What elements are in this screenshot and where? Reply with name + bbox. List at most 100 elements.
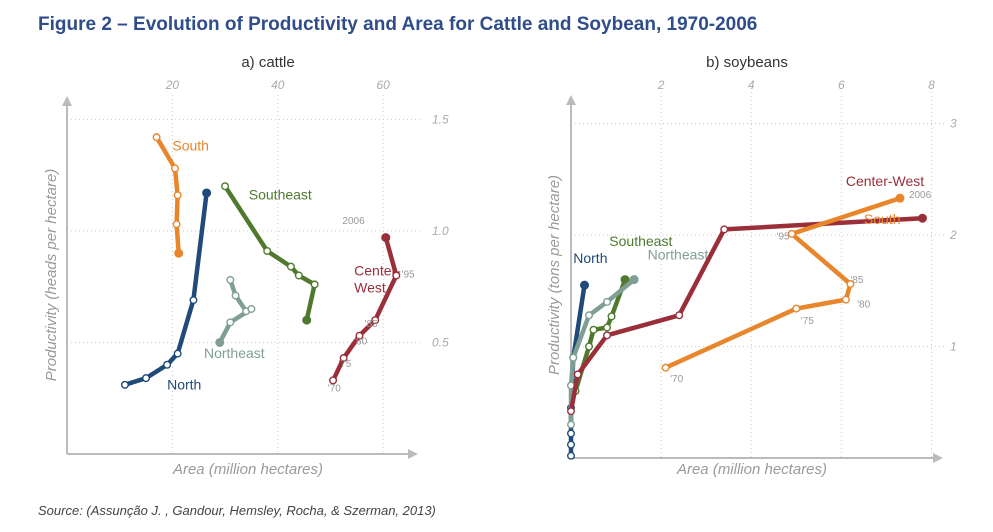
y-axis-label: Productivity (tons per hectare) [546, 175, 563, 375]
data-point-center-west [381, 233, 391, 243]
figure-title: Figure 2 – Evolution of Productivity and… [38, 14, 758, 35]
x-tick-label: 2 [657, 78, 665, 92]
series-label-north: North [573, 250, 607, 266]
series-center-west: Center-West [329, 233, 401, 385]
series-line-northeast [568, 277, 637, 427]
data-point-center-west [573, 370, 582, 379]
y-axis-arrow [62, 96, 72, 106]
data-point-center-west [371, 316, 380, 325]
data-point-southeast [286, 262, 295, 271]
x-axis-label: Area (million hectares) [676, 461, 827, 478]
series-label-center-west: Center-West [354, 263, 401, 296]
year-label: '85 [365, 319, 378, 330]
source-note: Source: (Assunção J. , Gandour, Hemsley,… [38, 503, 436, 518]
data-point-south [661, 363, 670, 372]
data-point-southeast [603, 323, 612, 332]
series-line-southeast [573, 277, 628, 394]
series-north: North [120, 188, 212, 392]
year-label: '70 [670, 374, 683, 385]
data-point-south [841, 295, 850, 304]
data-point-center-west [917, 213, 927, 223]
series-northeast: Northeast [567, 247, 708, 429]
soybean-chart: b) soybeans 2 4 6 8 1 2 3 Area (million hectares… [546, 54, 957, 478]
x-tick-label: 8 [928, 78, 935, 92]
year-label: 2006 [342, 216, 365, 227]
y-tick-label: 1.0 [432, 224, 449, 238]
data-point-northeast [569, 353, 578, 362]
data-point-southeast [607, 312, 616, 321]
data-point-center-west [675, 311, 684, 320]
panel-title: a) cattle [241, 54, 294, 71]
data-point-north [567, 429, 576, 438]
data-point-south [792, 304, 801, 313]
series-northeast: Northeast [204, 275, 265, 361]
data-point-northeast [226, 318, 235, 327]
data-point-northeast [567, 420, 576, 429]
data-point-northeast [231, 291, 240, 300]
data-point-northeast [585, 311, 594, 320]
x-axis-arrow [933, 453, 943, 463]
data-point-north [142, 374, 151, 383]
y-axis-label: Productivity (heads per hectare) [43, 169, 60, 382]
data-point-south [895, 193, 905, 203]
series-label-line: Center- [354, 263, 401, 279]
y-tick-label: 3 [950, 116, 957, 130]
y-axis-arrow [566, 95, 576, 105]
series-center-west: Center-West [567, 173, 927, 416]
y-tick-label: 0.5 [432, 335, 449, 349]
data-point-south [787, 229, 796, 238]
data-point-north [567, 440, 576, 449]
series-label-line: West [354, 280, 386, 296]
data-point-center-west [603, 331, 612, 340]
year-label: '80 [857, 299, 870, 310]
data-point-north [567, 451, 576, 460]
data-point-center-west [329, 376, 338, 385]
series-label-northeast: Northeast [204, 345, 265, 361]
data-point-south [152, 133, 161, 142]
data-point-north [120, 380, 129, 389]
data-point-center-west [720, 225, 729, 234]
series-south: South [661, 193, 905, 372]
series-label-south: South [172, 138, 209, 154]
data-point-southeast [620, 275, 630, 285]
y-tick-label: 2 [949, 228, 957, 242]
series-line-center-west [568, 215, 925, 414]
x-axis-arrow [408, 449, 418, 459]
x-tick-label: 20 [165, 78, 180, 92]
data-point-center-west [392, 271, 401, 280]
data-point-northeast [215, 337, 225, 347]
series-line-south [663, 195, 903, 370]
data-point-southeast [589, 325, 598, 334]
series-label-south: South [864, 211, 901, 227]
data-point-southeast [302, 315, 312, 325]
data-point-northeast [247, 304, 256, 313]
data-point-north [173, 349, 182, 358]
series-label-southeast: Southeast [249, 187, 312, 203]
data-point-southeast [221, 182, 230, 191]
series-line-north [122, 190, 209, 388]
y-tick-label: 1.5 [432, 112, 449, 126]
series-southeast: Southeast [221, 182, 319, 325]
panel-title: b) soybeans [706, 54, 788, 71]
data-point-southeast [294, 271, 303, 280]
data-point-northeast [603, 297, 612, 306]
x-axis-label: Area (million hectares) [172, 461, 323, 478]
x-tick-label: 6 [838, 78, 845, 92]
data-point-south [174, 248, 184, 258]
data-point-southeast [263, 246, 272, 255]
series-line-center-west [330, 235, 399, 383]
data-point-north [580, 280, 590, 290]
data-point-south [172, 220, 181, 229]
data-point-center-west [567, 407, 576, 416]
data-point-south [173, 191, 182, 200]
year-label: '80 [354, 337, 367, 348]
year-label: '70 [328, 384, 341, 395]
series-label-north: North [167, 376, 201, 392]
data-point-southeast [310, 280, 319, 289]
year-label: '95 [776, 231, 789, 242]
year-label: '75 [801, 316, 814, 327]
x-tick-label: 40 [271, 78, 285, 92]
x-tick-label: 4 [748, 78, 755, 92]
series-label-center-west: Center-West [846, 173, 924, 189]
